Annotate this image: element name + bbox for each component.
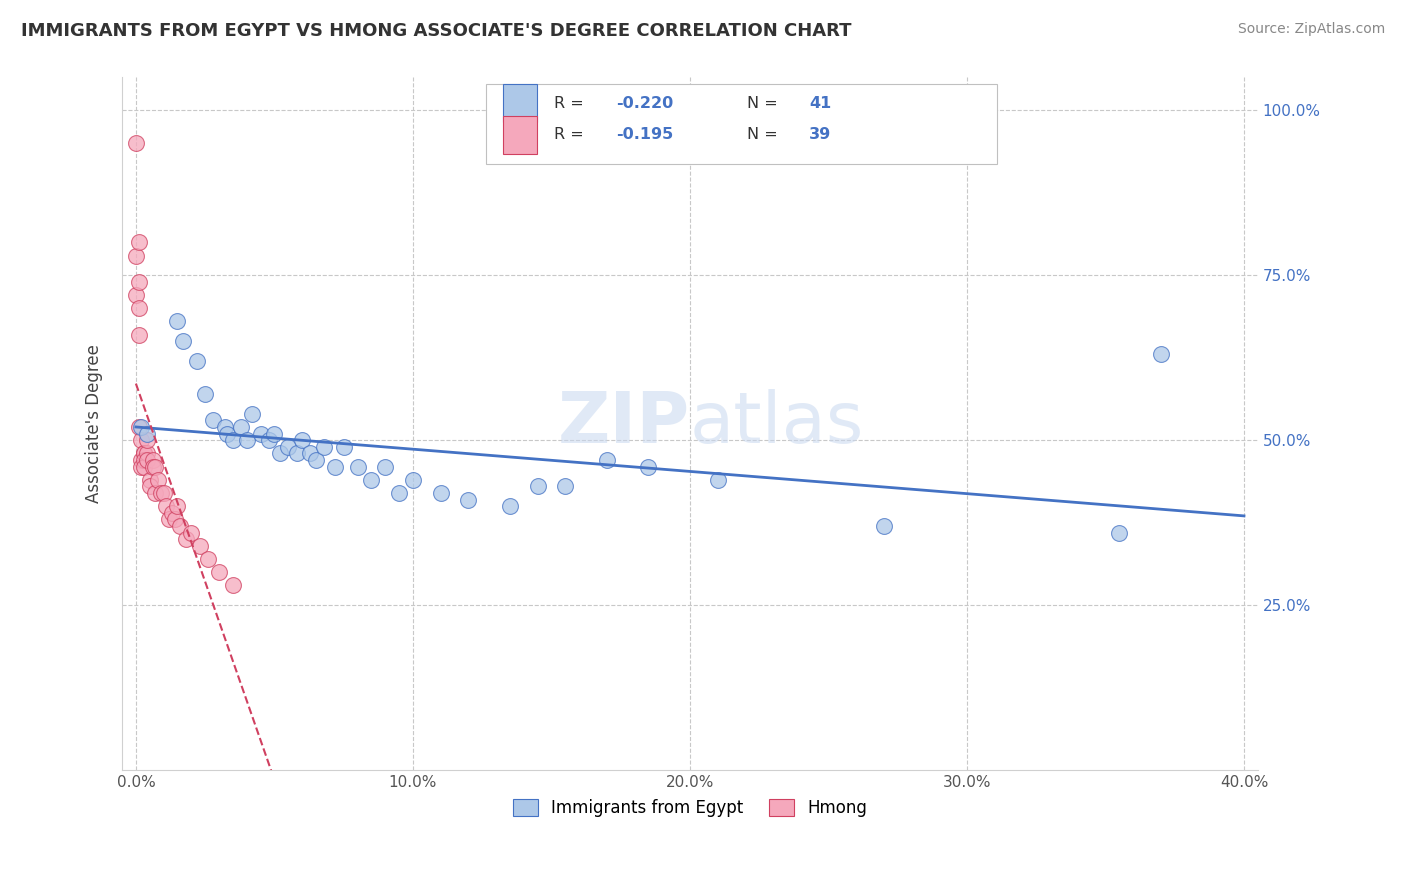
Bar [502, 85, 537, 122]
Hmong [134, 446, 156, 460]
Hmong [208, 565, 231, 579]
Text: -0.195: -0.195 [616, 127, 673, 142]
Immigrants from Egypt [429, 486, 451, 500]
Immigrants from Egypt [554, 479, 576, 493]
Immigrants from Egypt [402, 473, 425, 487]
Text: Source: ZipAtlas.com: Source: ZipAtlas.com [1237, 22, 1385, 37]
Hmong [143, 486, 166, 500]
Immigrants from Egypt [131, 420, 153, 434]
Immigrants from Egypt [325, 459, 347, 474]
Hmong [155, 499, 177, 513]
Hmong [125, 288, 148, 302]
Immigrants from Egypt [240, 407, 263, 421]
Immigrants from Egypt [214, 420, 236, 434]
Immigrants from Egypt [388, 486, 411, 500]
Hmong [149, 486, 172, 500]
Hmong [134, 446, 156, 460]
Immigrants from Egypt [374, 459, 396, 474]
Hmong [125, 136, 148, 151]
Immigrants from Egypt [526, 479, 548, 493]
Immigrants from Egypt [706, 473, 728, 487]
Text: N =: N = [747, 127, 783, 142]
Immigrants from Egypt [166, 314, 188, 328]
Text: R =: R = [554, 127, 589, 142]
Text: IMMIGRANTS FROM EGYPT VS HMONG ASSOCIATE'S DEGREE CORRELATION CHART: IMMIGRANTS FROM EGYPT VS HMONG ASSOCIATE… [21, 22, 852, 40]
Immigrants from Egypt [249, 426, 271, 441]
Hmong [139, 473, 162, 487]
Immigrants from Egypt [305, 453, 328, 467]
Hmong [131, 459, 153, 474]
Hmong [128, 235, 150, 250]
Hmong [166, 499, 188, 513]
Text: -0.220: -0.220 [616, 96, 673, 111]
Immigrants from Egypt [1108, 525, 1130, 540]
Hmong [139, 479, 162, 493]
Immigrants from Egypt [194, 387, 217, 401]
Text: 39: 39 [810, 127, 831, 142]
Immigrants from Egypt [235, 434, 257, 448]
FancyBboxPatch shape [485, 85, 997, 164]
Hmong [160, 506, 183, 520]
Immigrants from Egypt [263, 426, 285, 441]
Text: ZIP: ZIP [558, 389, 690, 458]
Immigrants from Egypt [873, 519, 896, 533]
Hmong [174, 532, 197, 546]
Hmong [197, 552, 219, 566]
Bar [502, 116, 537, 153]
Hmong [128, 327, 150, 342]
Immigrants from Egypt [285, 446, 308, 460]
Hmong [131, 453, 153, 467]
Immigrants from Egypt [314, 440, 336, 454]
Hmong [128, 301, 150, 316]
Immigrants from Egypt [299, 446, 322, 460]
Hmong [143, 459, 166, 474]
Immigrants from Egypt [346, 459, 368, 474]
Immigrants from Egypt [596, 453, 619, 467]
Immigrants from Egypt [269, 446, 291, 460]
Text: R =: R = [554, 96, 589, 111]
Hmong [163, 512, 186, 526]
Hmong [131, 434, 153, 448]
Text: atlas: atlas [690, 389, 865, 458]
Hmong [141, 453, 163, 467]
Immigrants from Egypt [1150, 347, 1173, 361]
Hmong [128, 420, 150, 434]
Immigrants from Egypt [186, 354, 208, 368]
Immigrants from Egypt [332, 440, 354, 454]
Hmong [136, 446, 159, 460]
Immigrants from Egypt [291, 434, 314, 448]
Hmong [157, 512, 180, 526]
Immigrants from Egypt [222, 434, 245, 448]
Y-axis label: Associate's Degree: Associate's Degree [86, 344, 103, 503]
Immigrants from Egypt [637, 459, 659, 474]
Text: 41: 41 [810, 96, 831, 111]
Hmong [169, 519, 191, 533]
Text: N =: N = [747, 96, 783, 111]
Hmong [125, 248, 148, 262]
Hmong [136, 453, 159, 467]
Hmong [222, 578, 245, 592]
Immigrants from Egypt [360, 473, 382, 487]
Immigrants from Egypt [277, 440, 299, 454]
Immigrants from Egypt [172, 334, 194, 349]
Hmong [136, 434, 159, 448]
Hmong [134, 453, 156, 467]
Hmong [146, 473, 169, 487]
Immigrants from Egypt [231, 420, 253, 434]
Immigrants from Egypt [457, 492, 479, 507]
Hmong [152, 486, 174, 500]
Hmong [141, 459, 163, 474]
Immigrants from Egypt [202, 413, 225, 427]
Legend: Immigrants from Egypt, Hmong: Immigrants from Egypt, Hmong [506, 792, 873, 824]
Hmong [180, 525, 202, 540]
Hmong [128, 275, 150, 289]
Immigrants from Egypt [499, 499, 522, 513]
Hmong [134, 459, 156, 474]
Immigrants from Egypt [217, 426, 239, 441]
Immigrants from Egypt [136, 426, 159, 441]
Hmong [188, 539, 211, 553]
Immigrants from Egypt [257, 434, 280, 448]
